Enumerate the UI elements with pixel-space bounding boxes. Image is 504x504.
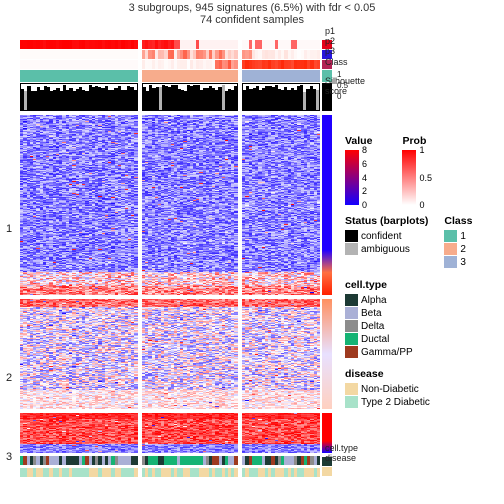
legend-area: Value86420 Prob10.50 Status (barplots)conf… (345, 135, 472, 418)
anno-class (20, 70, 320, 82)
main-heatmap-area (20, 40, 320, 477)
label-disease: disease (325, 453, 356, 463)
label-p3: p3 (325, 46, 335, 56)
summary-column (322, 40, 332, 477)
row-label-3: 3 (6, 451, 12, 463)
silhouette-barplot (20, 83, 320, 111)
anno-disease (20, 468, 320, 477)
label-celltype: cell.type (325, 443, 358, 453)
legend-disease: diseaseNon-DiabeticType 2 Diabetic (345, 368, 472, 408)
heatmap (20, 115, 320, 453)
row-label-2: 2 (6, 372, 12, 384)
anno-p2 (20, 50, 320, 59)
legend-status-barplots-: Status (barplots)confidentambiguous (345, 215, 428, 269)
title-block: 3 subgroups, 945 signatures (6.5%) with … (0, 0, 504, 26)
anno-celltype (20, 456, 320, 465)
row-label-1: 1 (6, 223, 12, 235)
label-p2: p2 (325, 36, 335, 46)
anno-p3 (20, 60, 320, 69)
figure: 3 subgroups, 945 signatures (6.5%) with … (0, 0, 504, 504)
label-class: Class (325, 57, 348, 67)
legend-value: Value86420 (345, 135, 372, 205)
title-line-2: 74 confident samples (0, 14, 504, 26)
legend-cell-type: cell.typeAlphaBetaDeltaDuctalGamma/PP (345, 279, 472, 358)
label-p1: p1 (325, 26, 335, 36)
anno-p1 (20, 40, 320, 49)
title-line-1: 3 subgroups, 945 signatures (6.5%) with … (0, 2, 504, 14)
legend-class: Class123 (444, 215, 472, 269)
legend-prob: Prob10.50 (402, 135, 426, 205)
